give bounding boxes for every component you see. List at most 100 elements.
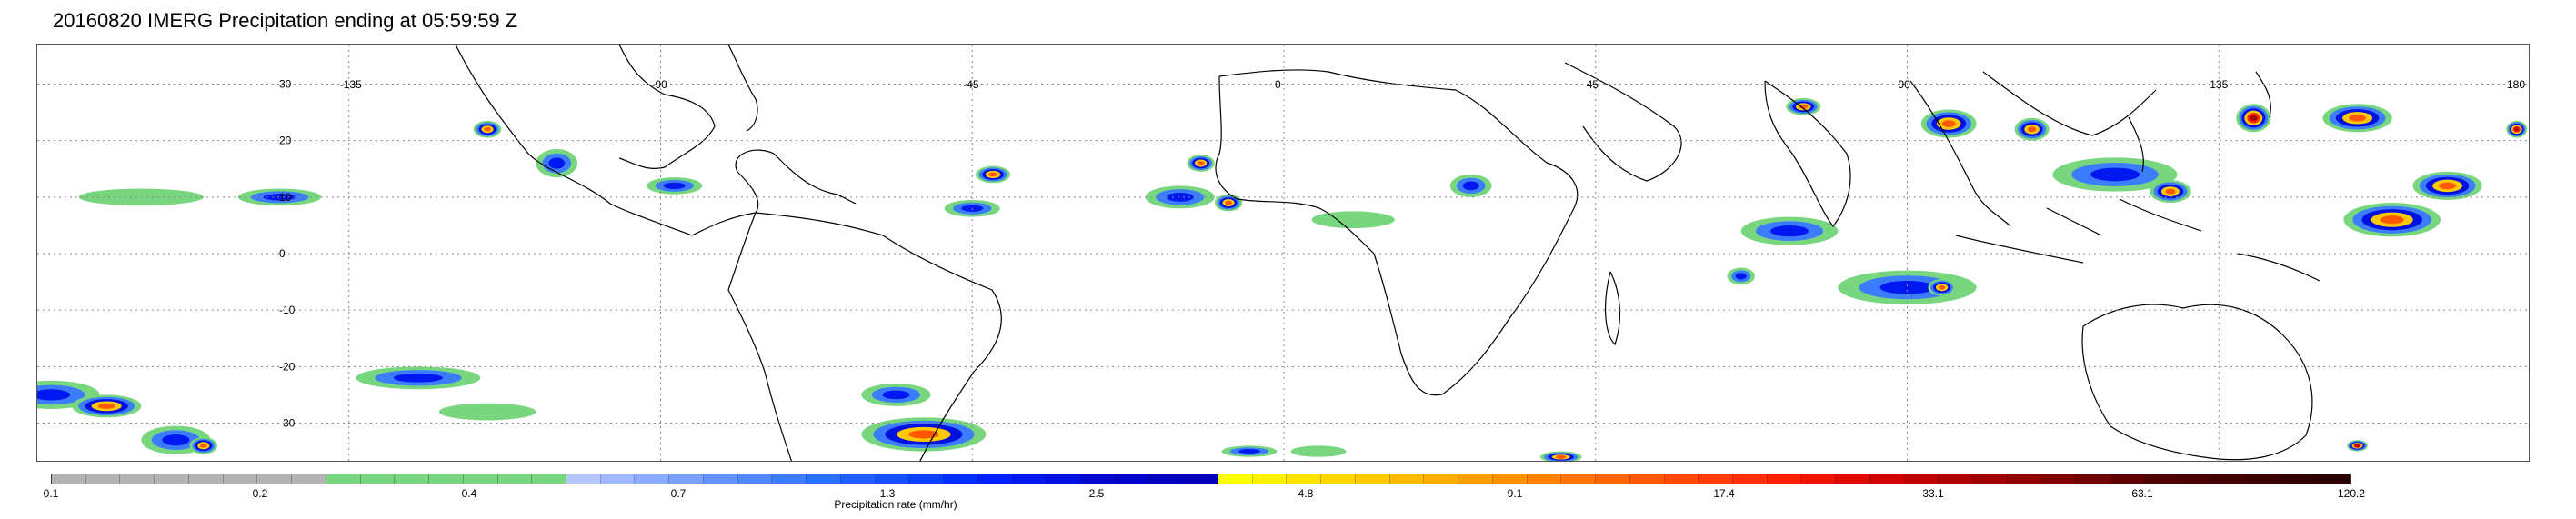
colorbar-segment — [1629, 474, 1665, 484]
precip-cell — [438, 403, 536, 421]
latitude-label: 10 — [279, 191, 292, 204]
colorbar-segment — [840, 474, 876, 484]
precip-cell — [189, 437, 218, 454]
colorbar-segment — [1149, 474, 1185, 484]
precip-cell — [2052, 157, 2178, 192]
colorbar-tick-label: 4.8 — [1298, 487, 1314, 500]
colorbar-title: Precipitation rate (mm/hr) — [834, 498, 957, 511]
colorbar-segment — [85, 474, 121, 484]
colorbar-segment — [635, 474, 670, 484]
map-canvas: -135 -90 -45 0 45 90 135 180 30 20 10 0 -10 -20 -30 — [37, 45, 2529, 461]
colorbar-segment — [395, 474, 430, 484]
colorbar-segment — [223, 474, 258, 484]
coastline-layer — [455, 45, 2320, 461]
precip-contour — [162, 434, 190, 446]
precip-contour — [908, 430, 939, 439]
longitude-label: 180 — [2507, 78, 2525, 91]
precip-contour — [1556, 454, 1567, 459]
colorbar-segment — [326, 474, 361, 484]
precip-cell — [1838, 270, 1977, 304]
colorbar-tick-label: 0.1 — [43, 487, 59, 500]
colorbar-segment — [292, 474, 326, 484]
colorbar-segment — [1321, 474, 1356, 484]
longitude-label: -45 — [963, 78, 979, 91]
colorbar-segment — [120, 474, 155, 484]
longitude-label: -90 — [652, 78, 668, 91]
precip-cell — [2150, 180, 2191, 204]
precip-contour — [1462, 181, 1479, 191]
coast-north-america — [455, 45, 857, 236]
precip-contour — [1238, 449, 1260, 454]
colorbar-segment — [1836, 474, 1870, 484]
colorbar-segment — [1904, 474, 1940, 484]
colorbar-segment — [1767, 474, 1802, 484]
precip-cell — [1539, 451, 1582, 461]
coast-india — [1764, 80, 1851, 228]
colorbar-segment — [463, 474, 498, 484]
precip-contour — [2355, 444, 2360, 448]
precip-cell — [1311, 211, 1395, 229]
colorbar-segment — [1561, 474, 1597, 484]
precip-contour — [2165, 188, 2176, 195]
colorbar-tick-label: 9.1 — [1507, 487, 1523, 500]
colorbar-segment — [1184, 474, 1218, 484]
precip-contour — [2380, 215, 2404, 225]
precip-contour — [97, 403, 115, 409]
colorbar-segment — [1047, 474, 1082, 484]
colorbar-tick-label: 0.4 — [461, 487, 477, 500]
colorbar-segment — [1973, 474, 2008, 484]
colorbar-segment — [2076, 474, 2111, 484]
precip-cell — [1145, 185, 1215, 209]
colorbar-segment — [772, 474, 807, 484]
precip-cell — [647, 177, 703, 195]
colorbar-segment — [909, 474, 945, 484]
colorbar-segment — [1527, 474, 1562, 484]
colorbar-segment — [1287, 474, 1322, 484]
colorbar-segment — [703, 474, 738, 484]
precip-cell — [2322, 104, 2392, 133]
precip-contour — [1938, 285, 1946, 290]
precip-cell — [861, 417, 987, 452]
colorbar-segment — [944, 474, 978, 484]
precipitation-colorbar — [51, 474, 2351, 484]
precip-cell — [976, 165, 1011, 184]
coast-se-asia — [1909, 71, 2157, 227]
colorbar-segment — [2110, 474, 2145, 484]
coast-philippines — [2128, 116, 2144, 173]
colorbar-segment — [566, 474, 601, 484]
longitude-label: 135 — [2210, 78, 2228, 91]
colorbar-segment — [1218, 474, 1253, 484]
coast-new-guinea — [2237, 253, 2320, 282]
colorbar-tick-label: 63.1 — [2131, 487, 2153, 500]
precip-contour — [882, 390, 910, 400]
precip-contour — [1290, 445, 1347, 457]
colorbar-segment — [1801, 474, 1837, 484]
longitude-label: 0 — [1275, 78, 1281, 91]
latitude-label: -20 — [279, 360, 296, 373]
precipitation-layer — [37, 98, 2528, 461]
colorbar-segment — [1458, 474, 1493, 484]
colorbar-segment — [1012, 474, 1047, 484]
precip-contour — [2027, 126, 2037, 133]
colorbar-segment — [1081, 474, 1116, 484]
precip-contour — [2349, 114, 2366, 122]
precip-cell — [1727, 267, 1755, 285]
precip-contour — [1197, 161, 1205, 165]
precip-cell — [2347, 440, 2369, 452]
precip-cell — [473, 120, 502, 138]
colorbar-segment — [497, 474, 533, 484]
precip-contour — [438, 403, 536, 421]
precip-contour — [1735, 273, 1747, 280]
longitude-label: 90 — [1899, 78, 1911, 91]
coast-gulf-mexico — [618, 45, 716, 169]
colorbar-tick-label: 17.4 — [1713, 487, 1735, 500]
precip-cell — [1187, 155, 1215, 172]
colorbar-segment — [360, 474, 396, 484]
precip-contour — [1879, 280, 1935, 294]
precip-cell — [1928, 278, 1956, 296]
colorbar-segment — [155, 474, 189, 484]
longitude-label: -135 — [340, 78, 362, 91]
precip-cell — [2412, 171, 2482, 200]
colorbar-segment — [1492, 474, 1528, 484]
coast-madagascar — [1604, 271, 1621, 346]
